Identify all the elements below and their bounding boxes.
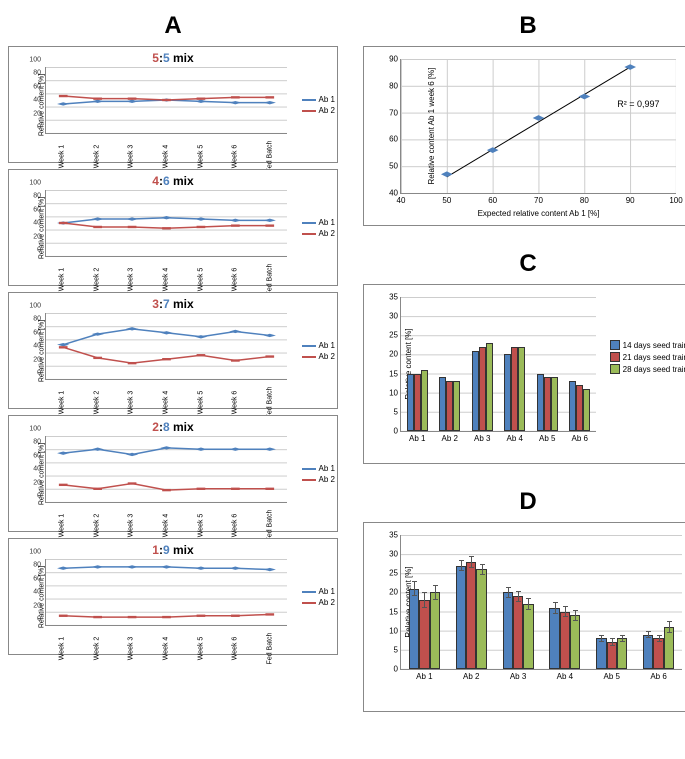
bar	[523, 604, 533, 669]
bar	[439, 377, 446, 431]
panel-b-xlabel: Expected relative content Ab 1 [%]	[478, 209, 600, 218]
bar	[570, 615, 580, 669]
bar	[409, 589, 419, 669]
bar	[569, 381, 576, 431]
bar	[414, 374, 421, 431]
r-squared-label: R² = 0,997	[617, 99, 659, 109]
panel-d-chart: Relative content [%] 05101520253035Ab 1A…	[363, 522, 685, 712]
bar	[453, 381, 460, 431]
panel-c-chart: Relative content [%] 05101520253035Ab 1A…	[363, 284, 685, 464]
mini-chart-title: 3:7 mix	[13, 297, 333, 311]
bar	[486, 343, 493, 431]
mini-legend: Ab 1Ab 2	[302, 585, 335, 609]
bar-plot-c: Relative content [%] 05101520253035Ab 1A…	[400, 297, 596, 432]
bar	[596, 638, 606, 669]
mini-legend: Ab 1Ab 2	[302, 93, 335, 117]
panel-d-label: D	[363, 488, 685, 516]
bar	[466, 562, 476, 669]
panel-c-legend: 14 days seed train21 days seed train28 d…	[610, 338, 685, 376]
bar	[560, 612, 570, 669]
bar	[479, 347, 486, 431]
bar	[537, 374, 544, 431]
panel-a-container: 5:5 mixRelative content [%]020406080100W…	[8, 46, 338, 661]
bar	[551, 377, 558, 431]
bar	[504, 354, 511, 431]
mini-legend: Ab 1Ab 2	[302, 216, 335, 240]
bar	[643, 635, 653, 669]
mini-chart-title: 4:6 mix	[13, 174, 333, 188]
bar	[583, 389, 590, 431]
mini-chart-title: 5:5 mix	[13, 51, 333, 65]
bar	[549, 608, 559, 669]
bar	[503, 592, 513, 669]
mini-chart-title: 2:8 mix	[13, 420, 333, 434]
mini-legend: Ab 1Ab 2	[302, 339, 335, 363]
bar	[664, 627, 674, 669]
panel-a-label: A	[8, 12, 338, 40]
column-a: A 5:5 mixRelative content [%]02040608010…	[8, 8, 338, 722]
mini-plot	[45, 436, 287, 503]
bar	[544, 377, 551, 431]
mini-legend: Ab 1Ab 2	[302, 462, 335, 486]
figure-grid: A 5:5 mixRelative content [%]02040608010…	[8, 8, 677, 722]
panel-c-label: C	[363, 250, 685, 278]
mini-chart: 5:5 mixRelative content [%]020406080100W…	[8, 46, 338, 163]
mini-chart: 4:6 mixRelative content [%]020406080100W…	[8, 169, 338, 286]
bar	[576, 385, 583, 431]
scatter-plot-b: Relative content Ab 1 week 6 [%] Expecte…	[400, 59, 676, 194]
bar	[607, 642, 617, 669]
mini-plot	[45, 313, 287, 380]
bar	[472, 351, 479, 431]
bar	[446, 381, 453, 431]
bar	[421, 370, 428, 431]
bar	[511, 347, 518, 431]
mini-chart: 3:7 mixRelative content [%]020406080100W…	[8, 292, 338, 409]
right-column: B Relative content Ab 1 week 6 [%] Expec…	[363, 8, 685, 722]
bar	[407, 374, 414, 431]
mini-plot	[45, 190, 287, 257]
panel-b-chart: Relative content Ab 1 week 6 [%] Expecte…	[363, 46, 685, 226]
panel-b-label: B	[363, 12, 685, 40]
bar	[456, 566, 466, 669]
bar-plot-d: Relative content [%] 05101520253035Ab 1A…	[400, 535, 682, 670]
bar	[617, 638, 627, 669]
mini-chart-title: 1:9 mix	[13, 543, 333, 557]
bar	[518, 347, 525, 431]
bar	[430, 592, 440, 669]
bar	[513, 596, 523, 669]
bar	[476, 569, 486, 669]
mini-plot	[45, 559, 287, 626]
mini-chart: 2:8 mixRelative content [%]020406080100W…	[8, 415, 338, 532]
bar	[419, 600, 429, 669]
bar	[653, 638, 663, 669]
mini-plot	[45, 67, 287, 134]
mini-chart: 1:9 mixRelative content [%]020406080100W…	[8, 538, 338, 655]
